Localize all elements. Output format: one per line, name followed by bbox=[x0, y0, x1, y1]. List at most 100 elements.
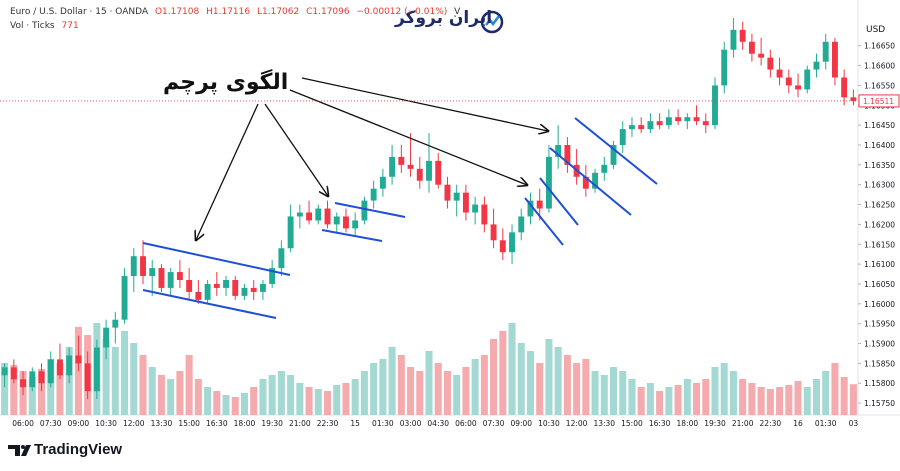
arrow bbox=[264, 103, 328, 196]
ohlc-open: O1.17108 bbox=[154, 7, 200, 17]
volume-bar bbox=[656, 391, 664, 415]
candle-body bbox=[176, 272, 183, 280]
volume-bar bbox=[637, 387, 645, 415]
x-tick-label: 03 bbox=[849, 419, 859, 428]
candle-body bbox=[398, 156, 405, 165]
volume-bar bbox=[573, 363, 581, 415]
ohlc-low: L1.17062 bbox=[257, 7, 300, 17]
candle-body bbox=[601, 164, 608, 173]
plot: 1.15750 1.15800 1.15850 1.15900 1.15950 1.160… bbox=[1, 17, 895, 428]
legend-header: Euro / U.S. Dollar · 15 · OANDA O1.17108… bbox=[10, 7, 464, 17]
candle-body bbox=[10, 367, 17, 380]
symbol: Euro / U.S. Dollar · 15 · OANDA bbox=[10, 7, 149, 17]
volume-bar bbox=[425, 351, 433, 415]
candle-body bbox=[831, 41, 838, 78]
candle-body bbox=[250, 287, 257, 292]
volume-bar bbox=[240, 393, 248, 415]
candle-body bbox=[813, 61, 820, 70]
candle-body bbox=[426, 160, 432, 181]
x-tick-label: 06:00 bbox=[12, 419, 34, 428]
volume-bar bbox=[397, 355, 405, 415]
candle-body bbox=[379, 176, 386, 189]
volume-bar bbox=[831, 363, 839, 415]
candle-body bbox=[739, 29, 746, 42]
x-tick-label: 07:30 bbox=[40, 419, 62, 428]
candle-body bbox=[158, 268, 165, 288]
x-tick-label: 01:30 bbox=[372, 419, 394, 428]
candle-body bbox=[84, 363, 91, 392]
flag-line bbox=[524, 197, 564, 246]
volume-bar bbox=[231, 397, 239, 415]
change: −0.00012 (−0.01%) bbox=[356, 7, 448, 17]
y-tick-label: 1.16550 bbox=[864, 81, 895, 90]
candle-body bbox=[333, 216, 340, 225]
x-tick-label: 13:30 bbox=[593, 419, 615, 428]
x-tick-label: 19:30 bbox=[261, 419, 283, 428]
candle-body bbox=[656, 121, 663, 126]
arrows bbox=[196, 77, 548, 240]
volume-bar bbox=[545, 339, 553, 415]
candle-body bbox=[232, 280, 239, 296]
volume-title: Vol · Ticks bbox=[10, 21, 55, 31]
volume-bar bbox=[176, 371, 184, 415]
volume-bar bbox=[333, 385, 341, 415]
volume-bar bbox=[324, 391, 332, 415]
candle-body bbox=[296, 212, 303, 217]
x-tick-label: 18:00 bbox=[677, 419, 699, 428]
volume-header: Vol · Ticks 771 bbox=[10, 21, 83, 31]
volume-bar bbox=[600, 375, 608, 415]
flag-line bbox=[574, 117, 658, 185]
y-tick-label: 1.16350 bbox=[864, 161, 895, 170]
candle-body bbox=[841, 77, 848, 98]
tv-logo-part bbox=[21, 445, 25, 449]
x-tick-label: 03:00 bbox=[400, 419, 422, 428]
volume-bar bbox=[10, 365, 18, 415]
volume-bar bbox=[757, 387, 765, 415]
candle-body bbox=[693, 117, 700, 122]
logo-circle bbox=[480, 10, 504, 34]
currency-label: USD bbox=[866, 25, 885, 35]
candle-body bbox=[324, 208, 331, 225]
flag-line bbox=[321, 229, 383, 242]
candle-body bbox=[66, 355, 73, 376]
x-tick-label: 04:30 bbox=[427, 419, 449, 428]
volume-bar bbox=[287, 375, 295, 415]
candle-body bbox=[361, 200, 368, 221]
volume-bar bbox=[794, 381, 802, 415]
volume-bar bbox=[526, 351, 534, 415]
volume-bar bbox=[471, 359, 479, 415]
y-tick-label: 1.16650 bbox=[864, 42, 895, 51]
candle-body bbox=[75, 355, 82, 364]
candle-body bbox=[269, 268, 276, 284]
x-tick-label: 09:00 bbox=[68, 419, 90, 428]
candle-body bbox=[389, 156, 396, 177]
volume-value: 771 bbox=[61, 21, 79, 31]
candle-body bbox=[665, 117, 672, 126]
candle-body bbox=[259, 283, 266, 292]
candle-body bbox=[610, 145, 617, 165]
volume-bar bbox=[268, 375, 276, 415]
candle-body bbox=[167, 272, 174, 288]
tv-logo-part bbox=[21, 445, 31, 456]
candle-body bbox=[564, 145, 571, 165]
volume-bar bbox=[766, 389, 774, 415]
y-tick-label: 1.16000 bbox=[864, 300, 895, 309]
y-tick-label: 1.15900 bbox=[864, 340, 895, 349]
candle-body bbox=[582, 176, 589, 189]
candle-body bbox=[481, 204, 488, 225]
pattern-lines bbox=[142, 117, 658, 319]
volume-bar bbox=[342, 383, 350, 415]
volume-bar bbox=[674, 385, 682, 415]
x-tick-label: 09:00 bbox=[510, 419, 532, 428]
volume-bar bbox=[683, 379, 691, 415]
x-tick-label: 16 bbox=[793, 419, 803, 428]
volume-bar bbox=[693, 383, 701, 415]
volume-bar bbox=[351, 379, 359, 415]
volume-bar bbox=[517, 343, 525, 415]
volume-bar bbox=[582, 359, 590, 415]
volume-bar bbox=[185, 355, 193, 415]
header-tail: V bbox=[454, 7, 461, 17]
candle-body bbox=[555, 145, 562, 157]
volume-bar bbox=[28, 377, 36, 415]
candle-body bbox=[730, 29, 737, 50]
